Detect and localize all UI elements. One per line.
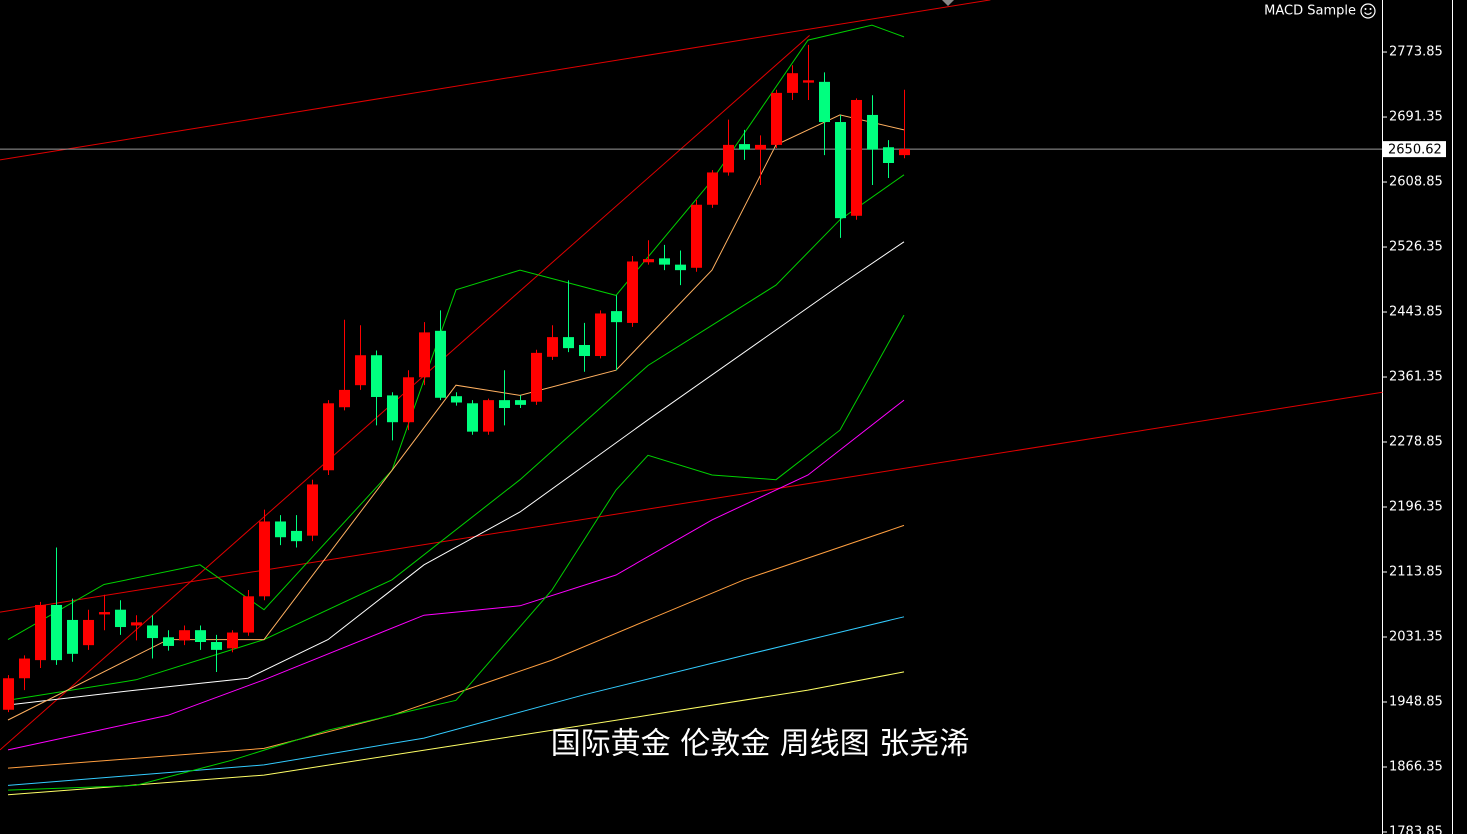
indicator-line	[7, 314, 905, 791]
candle-body	[627, 261, 638, 323]
y-tick-label: 1866.35	[1389, 759, 1443, 774]
candle-body	[19, 658, 30, 679]
candle-body	[803, 80, 814, 83]
candle-body	[83, 619, 94, 646]
candle-body	[739, 144, 750, 150]
y-tick-label: 1783.85	[1389, 824, 1443, 834]
y-tick-label: 2031.35	[1389, 630, 1443, 645]
chart-title: MACD Sample	[1264, 4, 1356, 19]
indicator-line	[7, 174, 905, 701]
y-tick-label: 2773.85	[1389, 45, 1443, 60]
candle-body	[611, 311, 622, 323]
plot-area	[0, 0, 1383, 796]
trendline	[0, 0, 991, 161]
candle-body	[195, 630, 206, 643]
candle-body	[515, 400, 526, 405]
candle-body	[67, 619, 78, 654]
candle-body	[819, 81, 830, 123]
candle-body	[339, 389, 350, 408]
candle-body	[643, 259, 654, 263]
candle-body	[467, 403, 478, 432]
y-tick-label: 2526.35	[1389, 240, 1443, 255]
candle-body	[259, 521, 270, 597]
candle-body	[163, 637, 174, 646]
annotation: 国际黄金 伦敦金 周线图 张尧浠	[551, 727, 970, 762]
candle-body	[867, 114, 878, 150]
candle-body	[675, 264, 686, 271]
candle-body	[899, 149, 910, 156]
indicator-line	[7, 616, 905, 786]
candle-body	[691, 204, 702, 268]
candle-body	[371, 355, 382, 397]
indicator-line	[7, 399, 905, 751]
candle-body	[851, 99, 862, 216]
candle-body	[179, 630, 190, 641]
y-tick-label: 2443.85	[1389, 305, 1443, 320]
candle-body	[579, 344, 590, 357]
candle-body	[883, 147, 894, 164]
y-tick-label: 2278.85	[1389, 435, 1443, 450]
y-tick-label: 2608.85	[1389, 175, 1443, 190]
candle-body	[51, 604, 62, 661]
candle-body	[419, 332, 430, 378]
candle-body	[499, 400, 510, 409]
smiley-icon	[1360, 3, 1376, 19]
indicator-line	[7, 671, 905, 796]
candle-body	[35, 604, 46, 661]
y-tick-label: 2361.35	[1389, 370, 1443, 385]
y-tick-label: 1948.85	[1389, 694, 1443, 709]
candle-body	[547, 337, 558, 357]
last-price-box	[1383, 141, 1446, 158]
candle-body	[451, 396, 462, 403]
candle-body	[355, 355, 366, 386]
candle-body	[787, 73, 798, 93]
indicator-line	[7, 241, 905, 706]
candle-body	[435, 330, 446, 398]
candle-body	[771, 92, 782, 145]
candle-body	[243, 596, 254, 633]
indicator-line	[7, 524, 905, 769]
candle-body	[755, 144, 766, 150]
candle-body	[3, 678, 14, 710]
candle-body	[115, 609, 126, 628]
candle-body	[387, 395, 398, 423]
candle-body	[323, 403, 334, 471]
indicator-line	[7, 24, 905, 641]
candle-body	[211, 642, 222, 650]
y-tick-label: 2196.35	[1389, 500, 1443, 515]
candle-body	[531, 352, 542, 402]
candle-body	[275, 521, 286, 538]
candle-body	[227, 632, 238, 649]
last-price-label: 2650.62	[1388, 143, 1442, 158]
candle-body	[723, 144, 734, 173]
candle-body	[707, 172, 718, 205]
candle-body	[835, 122, 846, 219]
y-tick-label: 2691.35	[1389, 110, 1443, 125]
candle-body	[403, 377, 414, 423]
scroll-marker	[942, 0, 954, 6]
candle-body	[483, 400, 494, 432]
y-tick-label: 2113.85	[1389, 565, 1443, 580]
candle-body	[147, 625, 158, 639]
trendline	[0, 391, 1383, 613]
candle-body	[659, 258, 670, 265]
candle-body	[99, 612, 110, 615]
candle-body	[595, 313, 606, 357]
candle-body	[291, 530, 302, 542]
candle-body	[131, 622, 142, 626]
candle-body	[307, 484, 318, 536]
candle-body	[563, 337, 574, 349]
